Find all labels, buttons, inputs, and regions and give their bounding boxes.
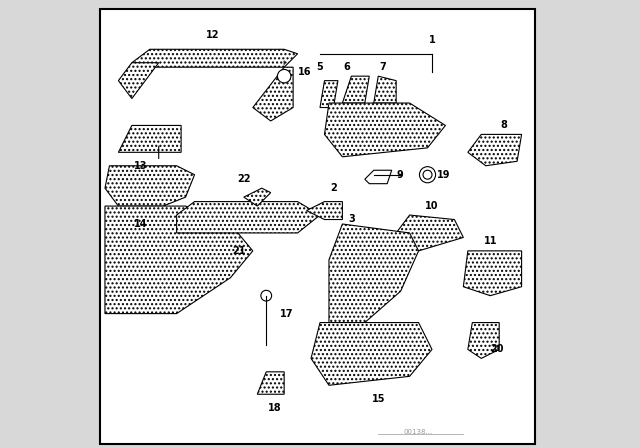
- Text: 12: 12: [205, 30, 220, 40]
- Text: 13: 13: [134, 161, 148, 171]
- Text: 10: 10: [425, 201, 439, 211]
- Polygon shape: [365, 170, 392, 184]
- Polygon shape: [253, 67, 293, 121]
- Text: 7: 7: [380, 62, 386, 72]
- Polygon shape: [342, 76, 369, 103]
- Text: 00138...: 00138...: [404, 429, 433, 435]
- Polygon shape: [468, 323, 499, 358]
- Polygon shape: [329, 224, 419, 323]
- Text: 11: 11: [483, 237, 497, 246]
- Text: 16: 16: [298, 67, 311, 77]
- Polygon shape: [244, 188, 271, 206]
- Text: 8: 8: [500, 120, 507, 130]
- Text: 18: 18: [268, 403, 282, 413]
- Text: 14: 14: [134, 219, 148, 229]
- Polygon shape: [105, 206, 253, 314]
- Text: 9: 9: [396, 170, 403, 180]
- Polygon shape: [463, 251, 522, 296]
- Text: 21: 21: [232, 246, 246, 256]
- Polygon shape: [468, 134, 522, 166]
- Circle shape: [278, 69, 291, 83]
- Text: 1: 1: [429, 35, 435, 45]
- Polygon shape: [177, 202, 320, 233]
- Polygon shape: [320, 81, 338, 108]
- Text: 15: 15: [371, 394, 385, 404]
- Text: 20: 20: [490, 345, 504, 354]
- Text: 19: 19: [436, 170, 450, 180]
- Circle shape: [419, 167, 436, 183]
- Polygon shape: [396, 215, 463, 251]
- Polygon shape: [118, 125, 181, 152]
- Text: 5: 5: [317, 62, 323, 72]
- Polygon shape: [311, 323, 432, 385]
- Polygon shape: [257, 372, 284, 394]
- Polygon shape: [105, 166, 195, 206]
- Polygon shape: [132, 49, 298, 67]
- Polygon shape: [118, 63, 159, 99]
- Polygon shape: [324, 103, 445, 157]
- Text: 3: 3: [348, 214, 355, 224]
- Circle shape: [261, 290, 271, 301]
- Polygon shape: [374, 76, 396, 103]
- Text: 2: 2: [330, 183, 337, 193]
- Text: 6: 6: [344, 62, 350, 72]
- Text: 17: 17: [280, 309, 293, 319]
- Text: 22: 22: [237, 174, 251, 184]
- Polygon shape: [307, 202, 342, 220]
